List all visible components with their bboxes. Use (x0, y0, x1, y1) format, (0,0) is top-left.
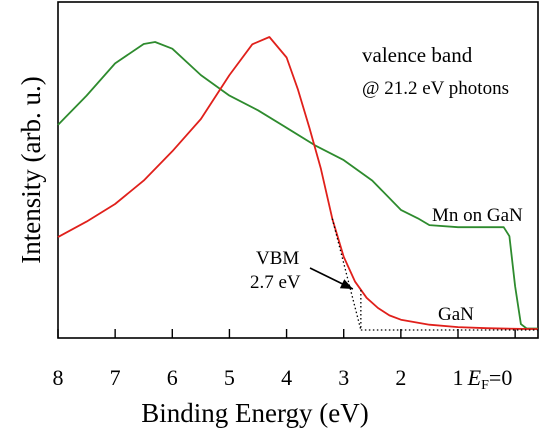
vbm-arrow-head (339, 279, 353, 289)
x-tick-label: 5 (224, 365, 235, 390)
x-tick-label: 7 (110, 365, 121, 390)
title-line-1: valence band (362, 43, 473, 67)
series-layer (57, 36, 539, 330)
series-line-gan (57, 36, 539, 330)
ef-tail: =0 (489, 365, 512, 390)
plot-frame (57, 1, 539, 339)
ef-subscript: F (481, 378, 489, 393)
title-line-2: @ 21.2 eV photons (362, 78, 509, 99)
series-line-mn-on-gan (57, 41, 538, 330)
x-tick-label: 2 (395, 365, 406, 390)
series-label-gan: GaN (438, 304, 474, 325)
x-tick-label: 1 (453, 365, 464, 390)
x-tick-label: 8 (53, 365, 64, 390)
x-tick-label: 6 (167, 365, 178, 390)
vbm-extrapolation (309, 218, 538, 331)
plot-area (57, 1, 539, 339)
vbm-label-line-2: 2.7 eV (250, 272, 301, 293)
x-tick-label: 3 (338, 365, 349, 390)
vbm-label-line-1: VBM (256, 248, 299, 269)
x-axis: 8 7 6 5 4 3 2 1 (53, 329, 516, 390)
x-axis-title: Binding Energy (eV) (141, 398, 368, 428)
vbm-extrapolation-line (331, 218, 362, 331)
x-tick-label: 4 (281, 365, 292, 390)
ef-tick-label: EF=0 (467, 365, 513, 393)
y-axis-title: Intensity (arb. u.) (16, 76, 46, 263)
ef-italic: E (467, 365, 482, 390)
series-label-mn-on-gan: Mn on GaN (432, 205, 523, 226)
